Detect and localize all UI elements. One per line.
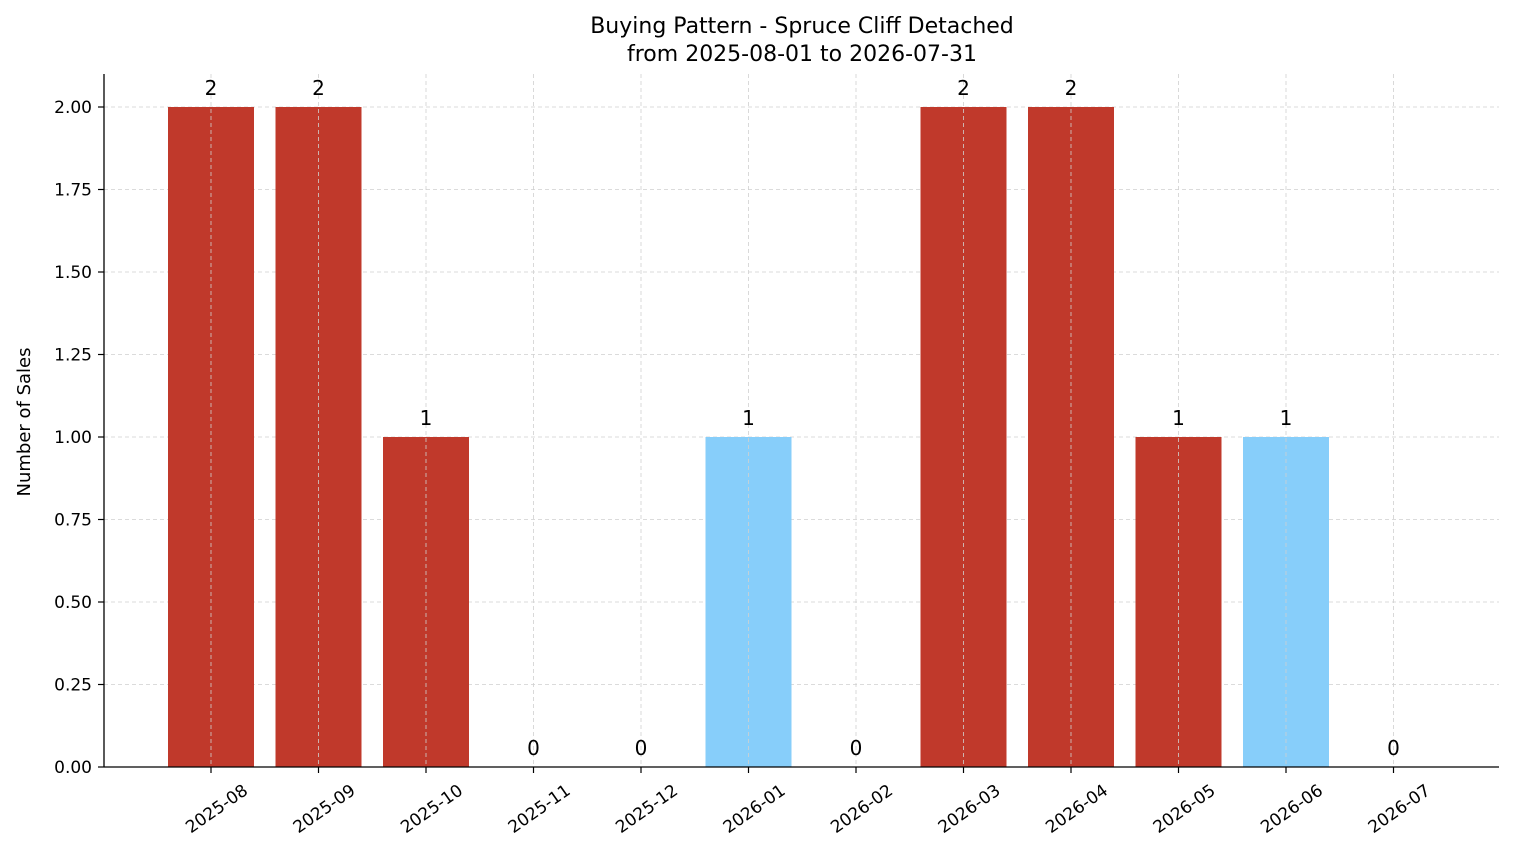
x-tick-label: 2025-12 — [612, 781, 682, 838]
x-tick-label: 2025-10 — [397, 781, 467, 838]
y-tick-label: 0.50 — [54, 593, 92, 613]
y-tick-label: 0.00 — [54, 758, 92, 778]
x-tick-label: 2025-11 — [505, 781, 575, 838]
y-tick-label: 1.00 — [54, 428, 92, 448]
x-tick-label: 2025-08 — [182, 781, 252, 838]
x-tick-label: 2026-01 — [720, 781, 790, 838]
y-axis-label: Number of Sales — [14, 347, 35, 496]
x-tick-label: 2026-06 — [1257, 781, 1327, 838]
x-tick-label: 2026-03 — [935, 781, 1005, 838]
x-tick-label: 2025-09 — [290, 781, 360, 838]
bar — [168, 107, 254, 767]
y-tick-label: 1.25 — [54, 346, 92, 366]
data-label: 1 — [1280, 406, 1293, 430]
bar — [920, 107, 1007, 767]
chart-title: Buying Pattern - Spruce Cliff Detached — [590, 14, 1014, 39]
data-label: 0 — [850, 736, 863, 760]
bar — [275, 107, 362, 767]
data-label: 0 — [527, 736, 540, 760]
y-tick-label: 0.25 — [54, 676, 92, 696]
data-label: 2 — [205, 76, 218, 100]
data-label: 1 — [1172, 406, 1185, 430]
bars-layer — [168, 74, 1394, 767]
x-tick-label: 2026-02 — [827, 781, 897, 838]
y-tick-label: 2.00 — [54, 98, 92, 118]
y-tick-label: 0.75 — [54, 511, 92, 531]
data-label: 2 — [1065, 76, 1078, 100]
x-tick-label: 2026-07 — [1365, 781, 1435, 838]
data-label: 0 — [635, 736, 648, 760]
bar — [1028, 107, 1114, 767]
y-tick-label: 1.75 — [54, 181, 92, 201]
x-tick-label: 2026-04 — [1042, 781, 1112, 838]
chart-subtitle: from 2025-08-01 to 2026-07-31 — [627, 42, 977, 67]
data-label: 2 — [312, 76, 325, 100]
data-label: 0 — [1387, 736, 1400, 760]
x-tick-label: 2026-05 — [1150, 781, 1220, 838]
data-labels-layer: 2 2 1 0 0 1 0 2 2 1 1 0 — [205, 76, 1400, 760]
y-tick-label: 1.50 — [54, 263, 92, 283]
data-label: 1 — [742, 406, 755, 430]
data-label: 1 — [420, 406, 433, 430]
data-label: 2 — [957, 76, 970, 100]
